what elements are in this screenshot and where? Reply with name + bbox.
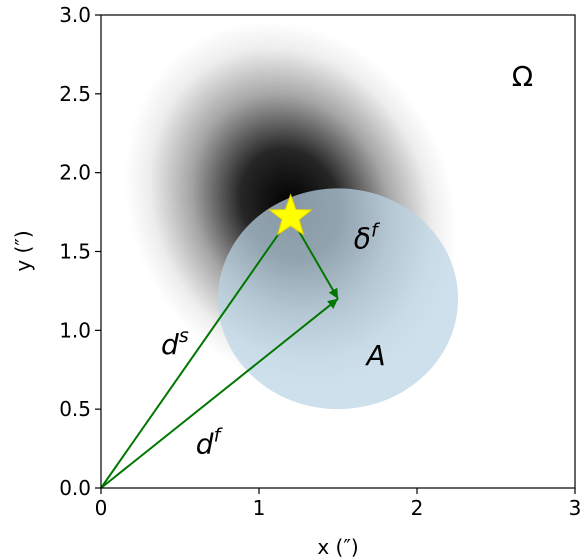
y-tick-label-0: 0.0 xyxy=(59,476,91,500)
annotation-1: A xyxy=(364,339,385,372)
annotation-0: Ω xyxy=(512,60,533,93)
y-tick-label-3: 1.5 xyxy=(59,240,91,264)
y-tick-label-5: 2.5 xyxy=(59,82,91,106)
y-tick-label-2: 1.0 xyxy=(59,318,91,342)
axes: 0 1 2 3 0.0 0.5 1.0 1.5 2.0 2.5 3.0 xyxy=(59,3,580,520)
vector-df xyxy=(100,298,339,489)
label-df: df xyxy=(196,424,224,460)
x-tick-label-1: 1 xyxy=(253,496,266,520)
y-tick-label-4: 2.0 xyxy=(59,161,91,185)
y-tick-label-6: 3.0 xyxy=(59,3,91,27)
label-delta-f: δf xyxy=(354,219,381,255)
x-tick-label-0: 0 xyxy=(95,496,108,520)
x-axis-title: x (″) xyxy=(317,535,358,559)
x-tick-label-3: 3 xyxy=(569,496,580,520)
y-tick-label-1: 0.5 xyxy=(59,397,91,421)
y-axis-title: y (″) xyxy=(11,230,35,271)
x-tick-label-2: 2 xyxy=(411,496,424,520)
label-ds: ds xyxy=(161,325,189,361)
vector-ds xyxy=(100,216,292,489)
star-marker xyxy=(268,193,313,236)
